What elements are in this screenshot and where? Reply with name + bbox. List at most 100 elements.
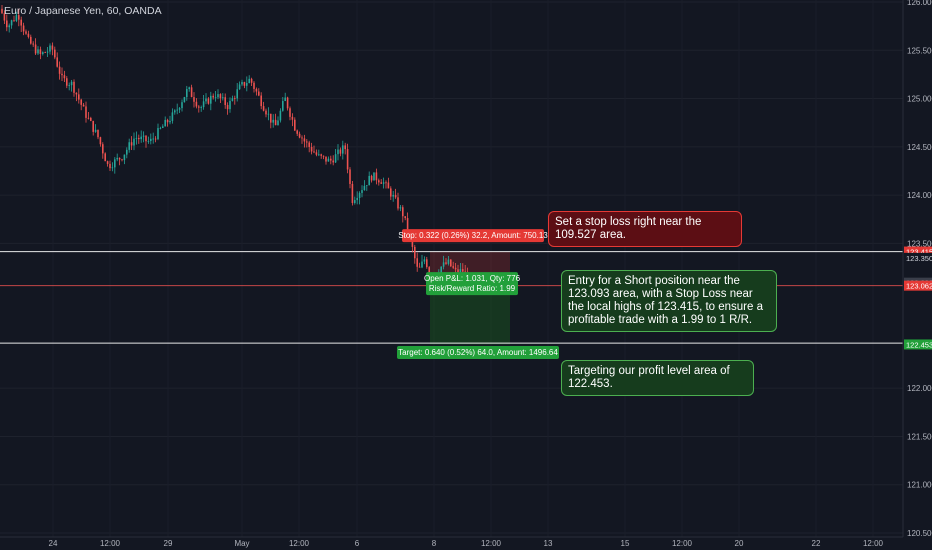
price-badge-bg bbox=[904, 280, 932, 291]
candle-body bbox=[397, 197, 399, 209]
price-tick-label: 121.000 bbox=[907, 481, 932, 490]
candle-body bbox=[267, 113, 270, 115]
time-tick-label: May bbox=[234, 539, 249, 548]
candle-body bbox=[260, 95, 262, 107]
candle-body bbox=[97, 129, 99, 138]
open-pl-label: Open P&L: 1.031, Qty: 776 bbox=[424, 274, 521, 283]
candle-body bbox=[325, 156, 327, 162]
candle-body bbox=[349, 169, 351, 184]
candle-body bbox=[6, 20, 8, 28]
candle-body bbox=[378, 180, 380, 183]
candle-body bbox=[236, 89, 238, 99]
candle-body bbox=[90, 117, 92, 121]
candle-body bbox=[277, 120, 279, 126]
candle-body bbox=[390, 188, 392, 197]
candle-body bbox=[27, 33, 30, 37]
candle-body bbox=[142, 135, 145, 137]
candle-body bbox=[63, 75, 66, 79]
candle-body bbox=[138, 137, 140, 140]
candle-body bbox=[387, 182, 390, 189]
candle-body bbox=[445, 262, 447, 264]
candle-body bbox=[94, 129, 97, 132]
candle-body bbox=[87, 117, 90, 119]
candle-body bbox=[241, 82, 243, 85]
candle-body bbox=[13, 20, 15, 22]
candle-body bbox=[322, 155, 325, 157]
candle-body bbox=[454, 267, 457, 270]
time-tick-label: 12:00 bbox=[672, 539, 693, 548]
candle-body bbox=[58, 66, 61, 74]
candle-body bbox=[34, 44, 37, 54]
candle-body bbox=[231, 98, 234, 101]
candle-body bbox=[106, 161, 109, 164]
candle-body bbox=[162, 126, 164, 128]
candle-body bbox=[176, 109, 178, 111]
candle-body bbox=[404, 216, 406, 219]
candle-body bbox=[70, 81, 73, 86]
candle-body bbox=[344, 145, 346, 150]
candle-body bbox=[99, 137, 102, 145]
open-pl-label: Risk/Reward Ratio: 1.99 bbox=[429, 284, 516, 293]
candle-body bbox=[354, 200, 356, 203]
candle-body bbox=[229, 100, 231, 110]
candle-body bbox=[3, 13, 6, 21]
candle-body bbox=[318, 154, 320, 156]
target-label: Target: 0.640 (0.52%) 64.0, Amount: 1496… bbox=[398, 348, 558, 357]
candle-body bbox=[159, 127, 162, 129]
candle-body bbox=[140, 136, 142, 140]
candle-body bbox=[80, 99, 82, 105]
candle-body bbox=[351, 183, 354, 203]
candle-body bbox=[10, 20, 13, 26]
candle-body bbox=[315, 152, 318, 155]
candle-body bbox=[22, 25, 25, 32]
candle-body bbox=[375, 172, 378, 181]
candle-body bbox=[195, 101, 198, 107]
candle-body bbox=[51, 45, 54, 50]
candle-body bbox=[274, 119, 277, 126]
candle-body bbox=[157, 128, 159, 140]
stop-label: Stop: 0.322 (0.26%) 32.2, Amount: 750.13 bbox=[398, 231, 548, 240]
price-badge: 123.350 bbox=[906, 254, 932, 263]
candle-body bbox=[130, 142, 133, 146]
candle-body bbox=[190, 87, 193, 98]
candle-body bbox=[30, 36, 32, 44]
candle-body bbox=[210, 95, 212, 104]
candle-body bbox=[49, 45, 51, 52]
candle-body bbox=[15, 15, 18, 21]
candle-body bbox=[39, 49, 42, 54]
grid-lines bbox=[0, 1, 903, 534]
candle-body bbox=[109, 163, 111, 169]
candle-body bbox=[61, 73, 63, 76]
time-tick-label: 12:00 bbox=[289, 539, 310, 548]
candle-body bbox=[464, 271, 466, 273]
target-label-bg bbox=[397, 345, 559, 359]
candle-body bbox=[164, 119, 166, 127]
candle-body bbox=[1, 8, 3, 14]
time-tick-label: 12:00 bbox=[481, 539, 502, 548]
time-tick-label: 8 bbox=[432, 539, 437, 548]
candle-body bbox=[171, 112, 174, 121]
candle-body bbox=[399, 207, 402, 209]
candle-body bbox=[126, 149, 128, 155]
candle-body bbox=[462, 269, 464, 272]
price-tick-label: 125.500 bbox=[907, 46, 932, 55]
candle-body bbox=[104, 153, 106, 162]
candle-body bbox=[262, 106, 265, 111]
candle-body bbox=[332, 160, 334, 163]
price-badge: 123.062 bbox=[906, 282, 932, 291]
candle-body bbox=[306, 141, 308, 143]
time-tick-label: 13 bbox=[544, 539, 553, 548]
candle-body bbox=[356, 197, 358, 201]
candle-body bbox=[327, 158, 330, 162]
candle-body bbox=[265, 110, 267, 115]
candle-body bbox=[116, 157, 118, 160]
candle-body bbox=[363, 185, 366, 191]
candle-body bbox=[66, 78, 68, 86]
time-tick-label: 24 bbox=[49, 539, 58, 548]
candle-body bbox=[188, 87, 190, 90]
candle-body bbox=[402, 207, 404, 217]
candle-body bbox=[294, 119, 296, 131]
price-tick-label: 123.500 bbox=[907, 239, 932, 248]
candle-body bbox=[25, 31, 27, 34]
